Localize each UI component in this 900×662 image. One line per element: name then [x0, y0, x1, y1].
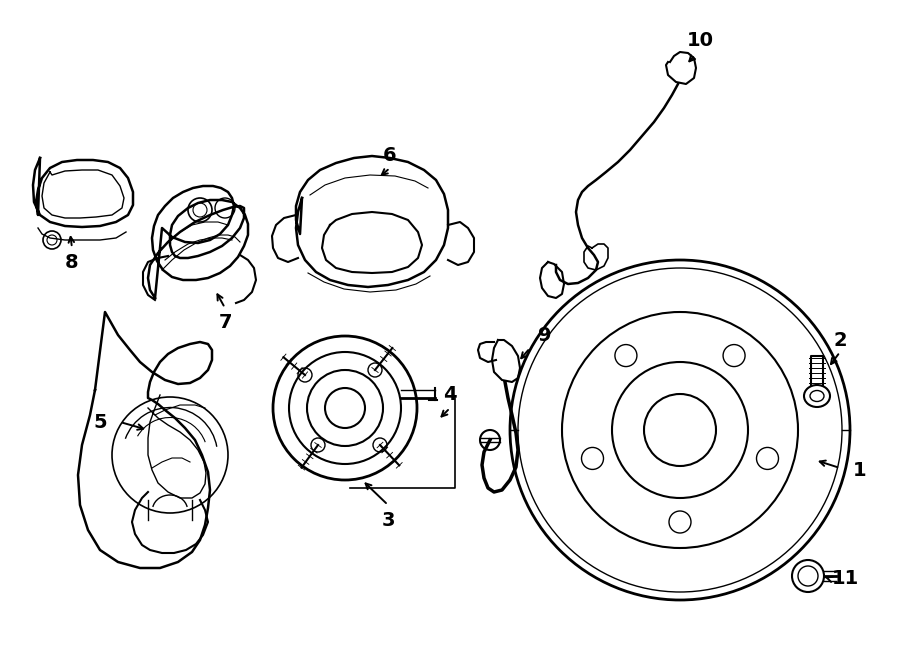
- Text: 6: 6: [383, 146, 397, 164]
- Text: 11: 11: [832, 569, 859, 587]
- Text: 10: 10: [687, 30, 714, 50]
- Text: 9: 9: [538, 326, 552, 344]
- Text: 5: 5: [94, 412, 107, 432]
- Text: 7: 7: [219, 312, 232, 332]
- Text: 3: 3: [382, 510, 395, 530]
- Text: 8: 8: [65, 252, 79, 271]
- Text: 1: 1: [853, 461, 867, 479]
- Text: 4: 4: [443, 385, 457, 404]
- Text: 2: 2: [833, 330, 847, 350]
